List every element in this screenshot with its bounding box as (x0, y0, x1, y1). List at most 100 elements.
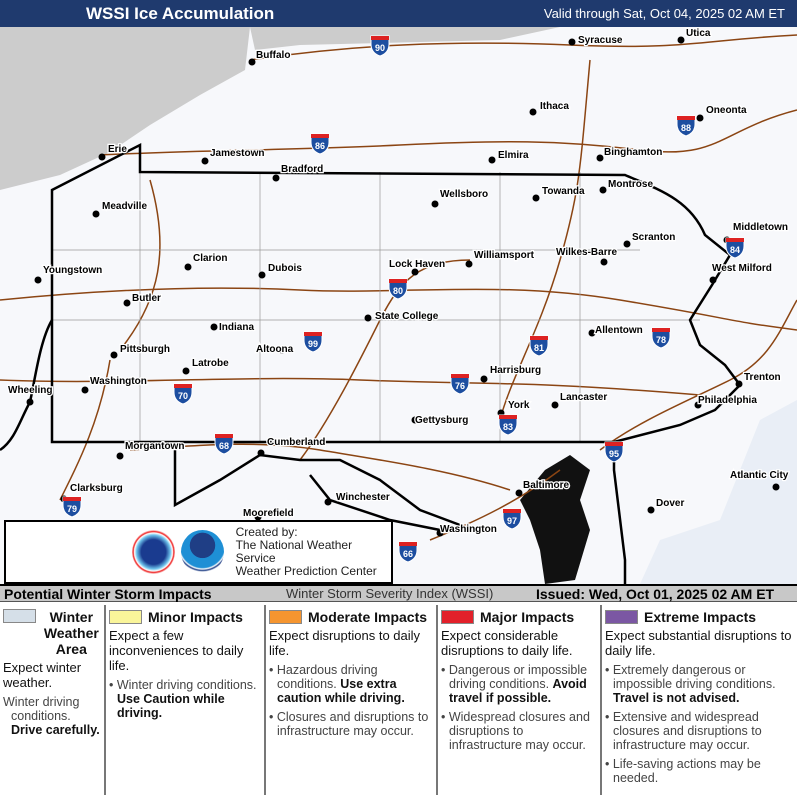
interstate-shield-icon: 81 (529, 335, 549, 357)
interstate-shield-icon: 76 (450, 373, 470, 395)
legend-title: Minor Impacts (148, 609, 243, 625)
legend-summary: Expect substantial disruptions to daily … (605, 628, 792, 658)
city-label: Clarksburg (70, 483, 123, 494)
maryland-wv-border (173, 442, 461, 527)
legend-bullet: • Closures and disruptions to infrastruc… (269, 710, 429, 738)
city-label: Utica (686, 28, 711, 39)
interstate-shield-icon: 90 (370, 35, 390, 57)
city-dot (98, 153, 106, 161)
city-dot (411, 268, 419, 276)
city-dot (529, 108, 537, 116)
city-dot (110, 351, 118, 359)
lake-ontario (250, 27, 560, 50)
impacts-bar: Potential Winter Storm Impacts Winter St… (0, 584, 797, 602)
city-label: Dover (656, 498, 684, 509)
city-dot (568, 38, 576, 46)
city-label: West Milford (712, 263, 772, 274)
legend-bullet: • Extensive and widespread closures and … (605, 710, 762, 752)
interstate-shield-icon: 80 (388, 278, 408, 300)
legend-bullet: • Extremely dangerous or impossible driv… (605, 663, 776, 705)
city-label: Binghamton (604, 147, 662, 158)
delaware-border (612, 442, 627, 584)
legend-summary: Expect winter weather. (3, 660, 82, 690)
legend-category: Extreme Impacts Expect substantial disrup… (602, 605, 797, 795)
svg-text:84: 84 (730, 245, 740, 255)
city-label: Atlantic City (730, 470, 789, 481)
legend-category: Moderate Impacts Expect disruptions to da… (266, 605, 438, 795)
county-lines (52, 172, 700, 442)
city-label: Indiana (219, 322, 254, 333)
city-dot (123, 299, 131, 307)
city-label: Oneonta (706, 105, 747, 116)
legend-title: Moderate Impacts (308, 609, 428, 625)
legend-title: Winter Weather Area (43, 609, 99, 657)
city-dot (436, 529, 444, 537)
legend-swatch (3, 609, 36, 623)
map[interactable]: Buffalo Syracuse Utica Ithaca Oneonta Erie Jam… (0, 27, 797, 584)
city-dot (772, 483, 780, 491)
city-label: Scranton (632, 232, 675, 243)
legend-category: Major Impacts Expect considerable disrupt… (438, 605, 602, 795)
city-dot (254, 513, 262, 521)
city-dot (278, 346, 286, 354)
city-dot (480, 375, 488, 383)
city-dot (258, 271, 266, 279)
svg-text:99: 99 (308, 339, 318, 349)
legend-bullet: • Dangerous or impossible driving condit… (441, 663, 588, 705)
city-dot (34, 276, 42, 284)
credit-line2: The National Weather Service (235, 538, 353, 565)
svg-text:90: 90 (375, 43, 385, 53)
interstate-shield-icon: 78 (651, 327, 671, 349)
legend-swatch (441, 610, 474, 624)
city-label: Gettysburg (415, 415, 468, 426)
city-dot (431, 200, 439, 208)
svg-text:79: 79 (67, 504, 77, 514)
city-label: Wheeling (8, 385, 52, 396)
impacts-heading: Potential Winter Storm Impacts (4, 585, 212, 602)
interstate-shield-icon: 95 (604, 441, 624, 463)
city-dot (694, 401, 702, 409)
interstate-shields: 90 86 88 84 80 99 81 78 76 70 83 68 95 79 97 66 (62, 35, 745, 563)
city-dot (272, 174, 280, 182)
index-name: Winter Storm Severity Index (WSSI) (286, 586, 494, 601)
svg-text:97: 97 (507, 516, 517, 526)
city-label: Meadville (102, 201, 147, 212)
city-label: Ithaca (540, 101, 569, 112)
legend-summary: Expect disruptions to daily life. (269, 628, 421, 658)
city-dot (201, 157, 209, 165)
city-dot (532, 194, 540, 202)
impact-legend: Winter Weather Area Expect winter weather… (0, 603, 797, 797)
city-dot (116, 452, 124, 460)
city-dot (647, 506, 655, 514)
legend-bullet: • Hazardous driving conditions. Use extr… (269, 663, 405, 705)
city-dot (26, 398, 34, 406)
city-label: Washington (440, 524, 497, 535)
legend-summary: Expect a few inconveniences to daily lif… (109, 628, 244, 673)
cities: Buffalo Syracuse Utica Ithaca Oneonta Erie Jam… (7, 27, 790, 537)
svg-text:83: 83 (503, 422, 513, 432)
legend-category: Winter Weather Area Expect winter weather… (0, 605, 106, 795)
city-label: Dubois (268, 263, 302, 274)
legend-category: Minor Impacts Expect a few inconveniences… (106, 605, 266, 795)
city-label: Cumberland (267, 437, 325, 448)
roads (0, 34, 797, 541)
city-dot (248, 58, 256, 66)
interstate-shield-icon: 79 (62, 496, 82, 518)
city-label: Harrisburg (490, 365, 541, 376)
credit-box: Created by: The National Weather Service… (4, 520, 393, 584)
interstate-shield-icon: 70 (173, 383, 193, 405)
noaa-logo (180, 530, 224, 574)
city-label: Morgantown (125, 441, 184, 452)
city-label: Wilkes-Barre (556, 247, 617, 258)
interstate-shield-icon: 86 (310, 133, 330, 155)
city-label: Lancaster (560, 392, 607, 403)
svg-text:95: 95 (609, 449, 619, 459)
city-label: Erie (108, 144, 127, 155)
city-label: Philadelphia (698, 395, 757, 406)
svg-text:68: 68 (219, 441, 229, 451)
city-label: York (508, 400, 530, 411)
interstate-shield-icon: 97 (502, 508, 522, 530)
valid-time: Valid through Sat, Oct 04, 2025 02 AM ET (543, 6, 785, 21)
legend-swatch (605, 610, 638, 624)
svg-text:70: 70 (178, 391, 188, 401)
